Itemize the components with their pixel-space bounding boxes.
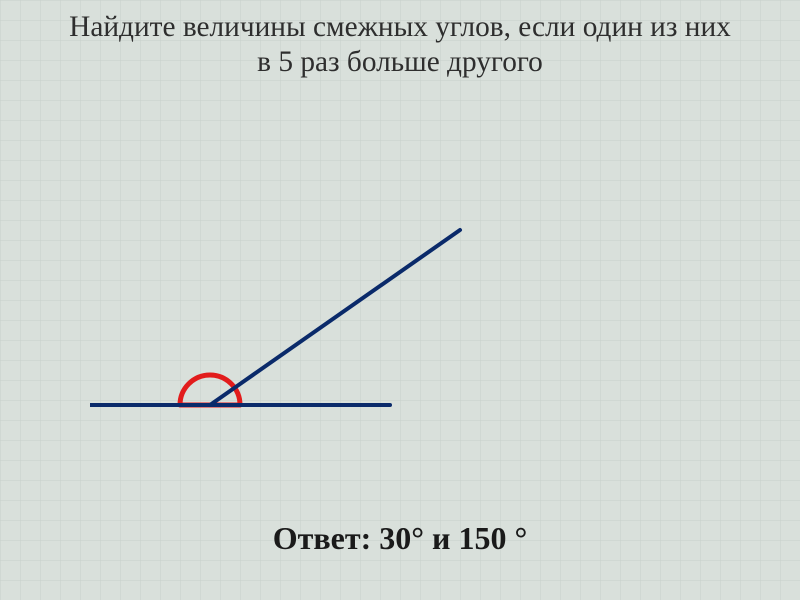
answer-prefix: Ответ: bbox=[273, 520, 379, 556]
angle-ray bbox=[210, 230, 460, 405]
problem-statement: Найдите величины смежных углов, если оди… bbox=[0, 10, 800, 80]
answer: Ответ: 30° и 150 ° bbox=[0, 520, 800, 557]
page: Найдите величины смежных углов, если оди… bbox=[0, 0, 800, 600]
answer-value: 30° и 150 ° bbox=[379, 520, 527, 556]
angle-diagram bbox=[90, 225, 510, 435]
